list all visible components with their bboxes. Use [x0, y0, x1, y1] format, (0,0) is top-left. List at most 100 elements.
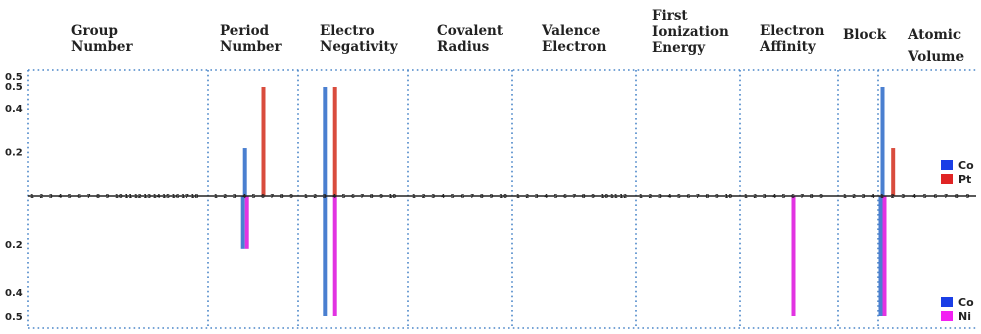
x-tick-label: 3 [862, 194, 866, 200]
x-tick-label: 4 [332, 194, 336, 200]
x-tick-label: 3 [431, 194, 435, 200]
x-tick-label: 5 [252, 194, 256, 200]
x-tick-label: 3 [49, 194, 53, 200]
panel-title: First [652, 8, 688, 24]
bar-top-co [242, 148, 247, 196]
panel-title: Number [220, 39, 282, 55]
x-tick-label: 1 [744, 194, 748, 200]
panel-title: Valence [541, 23, 600, 39]
x-tick-label: 7 [944, 194, 948, 200]
legend-label-bottom: Co [958, 296, 974, 309]
x-tick-label: 7 [696, 194, 700, 200]
x-tick-label: 4 [242, 194, 246, 200]
bar-bottom-ni [332, 196, 337, 316]
panel-title: Electron [542, 39, 607, 55]
x-tick-label: 10 [389, 194, 397, 200]
y-tick-labels: 0.20.20.40.40.50.50.5 [5, 72, 23, 323]
legend-swatch-top-co [941, 160, 953, 170]
x-tick-label: 5 [68, 194, 72, 200]
x-tick-label: 5 [923, 194, 927, 200]
y-tick-label-upper: 0.5 [5, 82, 23, 93]
bar-bottom-ni [791, 196, 796, 316]
panel-title: Period [220, 23, 270, 39]
x-tick-label: 7 [800, 194, 804, 200]
bar-top-pt [332, 87, 337, 196]
x-tick-label: 4 [441, 194, 445, 200]
panel-title: Electro [320, 23, 375, 39]
x-tick-label: 2 [39, 194, 43, 200]
panel-title: Energy [652, 40, 706, 56]
bar-bottom-co [323, 196, 328, 316]
panel-title: Covalent [437, 23, 504, 39]
x-tick-label: 4 [668, 194, 672, 200]
y-tick-label-lower: 0.5 [5, 312, 23, 323]
panel-title: Atomic [907, 27, 961, 43]
x-tick-label: 2 [852, 194, 856, 200]
x-tick-label: 1 [639, 194, 643, 200]
x-tick-label: 13 [143, 194, 151, 200]
legend-swatch-bottom-co [941, 297, 953, 307]
x-tick-label: 6 [461, 194, 465, 200]
x-tick-label: 18 [191, 194, 199, 200]
x-tick-label: 5 [342, 194, 346, 200]
panel-title: Electron [760, 23, 825, 39]
x-tick-label: 3 [233, 194, 237, 200]
x-tick-label: 2 [422, 194, 426, 200]
x-tick-label: 2 [223, 194, 227, 200]
bar-top-co [323, 87, 328, 196]
x-tick-label: 14 [153, 194, 161, 200]
x-tick-label: 4 [58, 194, 62, 200]
x-tick-label: 1 [304, 194, 308, 200]
x-tick-label: 10 [115, 194, 123, 200]
y-tick-label-upper: 0.5 [5, 72, 23, 83]
x-tick-label: 8 [582, 194, 586, 200]
legend-label-top: Co [958, 159, 974, 172]
panel-title: Negativity [320, 39, 399, 55]
y-tick-label-lower: 0.2 [5, 240, 23, 251]
panel-title: Ionization [652, 24, 729, 40]
x-tick-label: 1 [30, 194, 34, 200]
bar-bottom-ni [882, 196, 887, 316]
x-tick-label: 5 [677, 194, 681, 200]
x-tick-label: 16 [172, 194, 180, 200]
bar-top-co [880, 87, 885, 196]
x-tick-label: 9 [379, 194, 383, 200]
legend-swatch-bottom-ni [941, 311, 953, 321]
x-tick-label: 4 [871, 194, 875, 200]
x-tick-label: 9 [490, 194, 494, 200]
x-tick-labels: 1 2 3 4 5 6 7 8 9 10 11 12 13 14 15 16 17 18 1 2 3 4 5 6 7 8 9 1 2 3 4… [30, 194, 970, 200]
x-tick-label: 6 [687, 194, 691, 200]
x-tick-label: 11 [610, 194, 618, 200]
x-tick-label: 1 [412, 194, 416, 200]
y-tick-label-upper: 0.2 [5, 147, 23, 158]
x-tick-label: 7 [360, 194, 364, 200]
x-tick-label: 8 [280, 194, 284, 200]
x-tick-label: 5 [554, 194, 558, 200]
x-tick-label: 8 [810, 194, 814, 200]
x-tick-label: 8 [955, 194, 959, 200]
x-tick-label: 4 [544, 194, 548, 200]
legend-swatch-top-pt [941, 174, 953, 184]
x-tick-label: 12 [134, 194, 142, 200]
x-tick-label: 1 [214, 194, 218, 200]
x-tick-label: 9 [591, 194, 595, 200]
panel-title: Group [71, 23, 118, 39]
x-tick-label: 6 [934, 194, 938, 200]
panel-title: Number [71, 39, 133, 55]
x-tick-label: 15 [162, 194, 170, 200]
x-tick-label: 9 [966, 194, 970, 200]
legend-label-top: Pt [958, 173, 971, 186]
x-tick-label: 12 [619, 194, 627, 200]
x-tick-label: 1 [516, 194, 520, 200]
x-tick-label: 7 [270, 194, 274, 200]
y-tick-label-upper: 0.4 [5, 104, 23, 115]
panel-titles: GroupNumberPeriodNumberElectroNegativity… [71, 8, 964, 65]
x-tick-label: 1 [880, 194, 884, 200]
x-tick-label: 3 [901, 194, 905, 200]
x-tick-label: 9 [289, 194, 293, 200]
x-tick-label: 7 [470, 194, 474, 200]
x-tick-label: 1 [843, 194, 847, 200]
bar-top-pt [891, 148, 896, 196]
x-tick-label: 2 [313, 194, 317, 200]
